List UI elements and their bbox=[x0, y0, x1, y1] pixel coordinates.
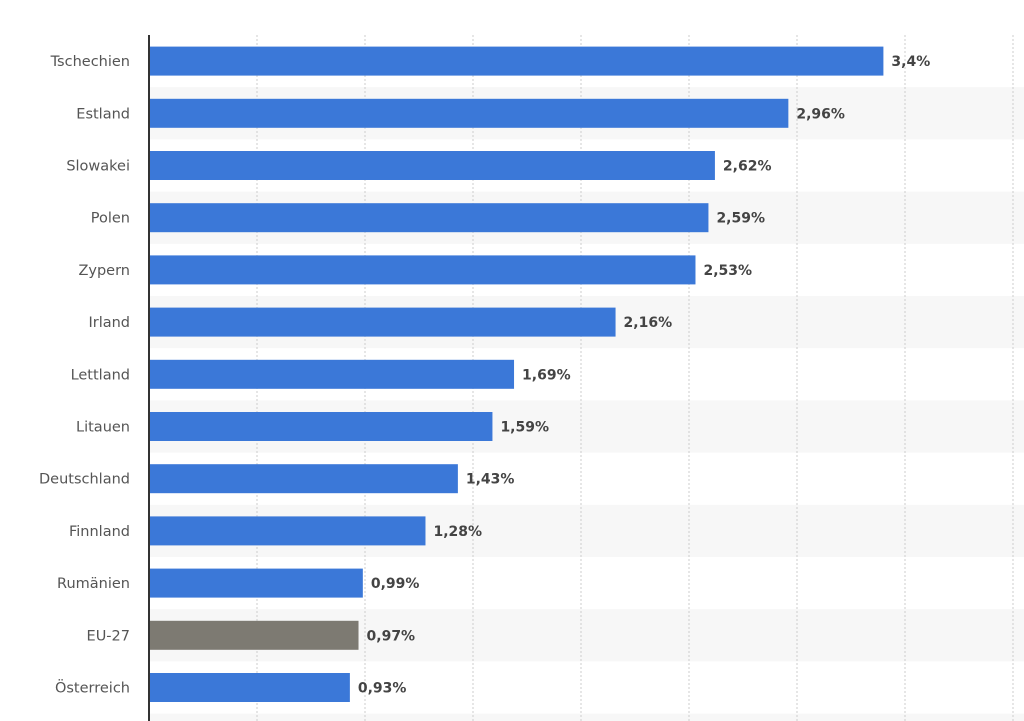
value-label: 1,43% bbox=[466, 472, 515, 488]
bar-irland[interactable] bbox=[150, 307, 616, 337]
category-label: Österreich bbox=[55, 679, 130, 697]
category-label: EU-27 bbox=[87, 628, 130, 644]
value-label: 0,99% bbox=[371, 576, 420, 592]
value-label: 1,59% bbox=[500, 420, 549, 436]
category-label: Rumänien bbox=[57, 576, 130, 592]
bar-finnland[interactable] bbox=[150, 516, 426, 546]
category-label: Zypern bbox=[78, 263, 130, 279]
bar-slowakei[interactable] bbox=[150, 151, 715, 180]
bar-polen[interactable] bbox=[150, 203, 709, 233]
category-label: Deutschland bbox=[39, 472, 130, 488]
value-label: 1,28% bbox=[433, 524, 482, 540]
value-label: 2,62% bbox=[723, 159, 772, 175]
category-labels: Tschechien Estland Slowakei Polen Zypern Irla… bbox=[39, 54, 130, 696]
category-label: Litauen bbox=[76, 420, 130, 436]
bar-rumänien[interactable] bbox=[150, 568, 363, 598]
value-label: 2,59% bbox=[716, 211, 765, 227]
bar-deutschland[interactable] bbox=[150, 464, 458, 494]
bar-eu-27[interactable] bbox=[150, 620, 359, 650]
bar-lettland[interactable] bbox=[150, 359, 515, 389]
category-label: Irland bbox=[88, 315, 130, 331]
bar-litauen[interactable] bbox=[150, 412, 493, 441]
value-labels: 3,4% 2,96% 2,62% 2,59% 2,53% 2,16% 1,69% 1,59% 1… bbox=[358, 54, 930, 696]
bar-tschechien[interactable] bbox=[150, 46, 884, 76]
value-label: 2,53% bbox=[703, 263, 752, 279]
value-label: 3,4% bbox=[891, 54, 930, 70]
category-label: Polen bbox=[91, 211, 130, 227]
category-label: Slowakei bbox=[66, 159, 130, 175]
bar-österreich[interactable] bbox=[150, 673, 350, 702]
bars bbox=[150, 46, 884, 702]
value-label: 1,69% bbox=[522, 367, 571, 383]
value-label: 0,93% bbox=[358, 681, 407, 697]
category-label: Finnland bbox=[69, 524, 130, 540]
category-label: Lettland bbox=[71, 367, 130, 383]
category-label: Tschechien bbox=[50, 54, 130, 70]
bar-estland[interactable] bbox=[150, 98, 789, 128]
bar-zypern[interactable] bbox=[150, 255, 696, 285]
value-label: 0,97% bbox=[367, 628, 416, 644]
value-label: 2,16% bbox=[624, 315, 673, 331]
row-band bbox=[149, 713, 1024, 721]
value-label: 2,96% bbox=[796, 106, 845, 122]
category-label: Estland bbox=[76, 106, 130, 122]
